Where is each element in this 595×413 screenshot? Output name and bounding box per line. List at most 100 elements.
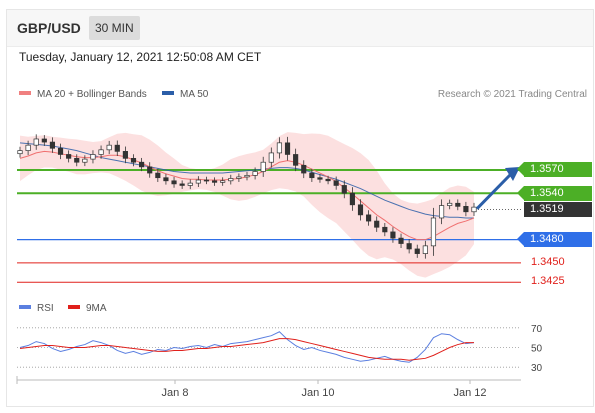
bollinger-swatch <box>19 91 31 96</box>
candle-body <box>49 141 56 149</box>
candle-body <box>228 178 234 182</box>
legend-bollinger-label: MA 20 + Bollinger Bands <box>37 89 147 100</box>
candle-body <box>455 202 461 207</box>
legend-rsi: RSI <box>19 303 54 314</box>
timeframe-badge[interactable]: 30 MIN <box>89 16 140 40</box>
candle-body <box>130 157 137 163</box>
candle-body <box>414 248 420 254</box>
ma50-line <box>19 142 474 219</box>
candle-body <box>447 202 453 206</box>
level-lines <box>17 168 521 283</box>
candle-body <box>301 164 307 174</box>
candle-body <box>163 177 169 182</box>
ma50-swatch <box>162 91 174 96</box>
candle-body <box>179 183 185 186</box>
bollinger-band-fill <box>20 132 474 278</box>
candle-body <box>471 206 477 213</box>
bollinger-bands <box>20 132 474 278</box>
current-price-label: 1.3519 <box>524 201 592 217</box>
candle-body <box>349 192 355 206</box>
candle-body <box>236 176 242 179</box>
level-label-1.3540: 1.3540 <box>517 185 592 201</box>
candle-body <box>333 180 339 186</box>
legend-9ma: 9MA <box>68 303 107 314</box>
candle-body <box>325 178 331 182</box>
candle-body <box>430 217 437 247</box>
candle-body <box>284 142 291 155</box>
rsi-9ma-line <box>19 338 474 361</box>
rsi-tick-label-70: 70 <box>531 324 543 335</box>
candle-body <box>41 138 47 143</box>
candle-body <box>366 214 372 222</box>
candle-body <box>147 166 153 174</box>
candle-body <box>33 138 39 146</box>
legend-ma50: MA 50 <box>162 89 208 100</box>
candle-body <box>25 144 31 151</box>
projection-line <box>475 171 514 210</box>
legend-9ma-label: 9MA <box>86 303 107 314</box>
candle-body <box>317 177 323 180</box>
x-axis: Jan 8 Jan 10 Jan 12 <box>16 376 521 399</box>
candle-body <box>422 245 428 254</box>
legend-bollinger: MA 20 + Bollinger Bands <box>19 89 147 100</box>
candle-body <box>398 237 404 244</box>
projection-arrow <box>475 166 520 210</box>
level-label-1.3480: 1.3480 <box>517 232 592 248</box>
candle-body <box>374 220 380 228</box>
credit-text: Research © 2021 Trading Central <box>437 89 587 100</box>
candle-body <box>220 180 226 183</box>
candle-body <box>155 172 161 179</box>
candle-body <box>74 157 80 163</box>
candle-body <box>341 185 347 194</box>
candle-body <box>106 144 112 151</box>
candle-body <box>390 231 396 239</box>
level-pointer <box>517 232 524 247</box>
candle-body <box>211 180 218 183</box>
level-label-1.3450: 1.3450 <box>531 255 565 268</box>
candle-body <box>82 158 88 163</box>
candle-body <box>260 161 266 172</box>
level-label-1.3425: 1.3425 <box>531 275 565 288</box>
candle-body <box>114 144 120 152</box>
level-pointer <box>517 162 524 177</box>
candle-body <box>406 243 412 250</box>
candle-body <box>139 161 145 168</box>
candle-body <box>293 154 299 166</box>
candle-body <box>171 180 177 185</box>
x-tick-label-2: Jan 12 <box>453 387 486 399</box>
level-pointer <box>517 185 524 200</box>
candle-body <box>17 150 23 155</box>
x-tick-label-0: Jan 8 <box>162 387 189 399</box>
candle-body <box>382 226 388 233</box>
x-tick-label-1: Jan 10 <box>301 387 334 399</box>
currency-pair-title: GBP/USD <box>17 20 81 36</box>
candle-body <box>438 205 445 219</box>
candle-body <box>268 152 274 163</box>
candle-body <box>252 171 258 176</box>
candle-body <box>357 204 364 216</box>
candle-body <box>244 175 250 178</box>
candle-body <box>90 154 96 160</box>
9ma-swatch <box>68 305 80 310</box>
rsi-tick-label-30: 30 <box>531 363 543 374</box>
candlesticks <box>17 134 477 259</box>
rsi-swatch <box>19 305 31 310</box>
candle-body <box>309 172 315 179</box>
rsi-line <box>19 331 475 363</box>
candle-body <box>66 154 72 159</box>
candle-body <box>203 179 210 182</box>
candle-body <box>98 149 104 155</box>
timestamp: Tuesday, January 12, 2021 12:50:08 AM CE… <box>19 50 262 64</box>
legend-rsi-label: RSI <box>37 303 54 314</box>
candle-body <box>195 179 201 184</box>
level-label-1.3570: 1.3570 <box>517 162 592 178</box>
candle-body <box>57 147 64 155</box>
rsi-panel: 70 50 30 <box>17 324 543 374</box>
rsi-tick-label-50: 50 <box>531 344 543 355</box>
candle-body <box>187 182 193 186</box>
legend-ma50-label: MA 50 <box>180 89 209 100</box>
candle-body <box>122 151 128 159</box>
projection-arrowhead <box>505 166 520 181</box>
candle-body <box>276 142 283 154</box>
